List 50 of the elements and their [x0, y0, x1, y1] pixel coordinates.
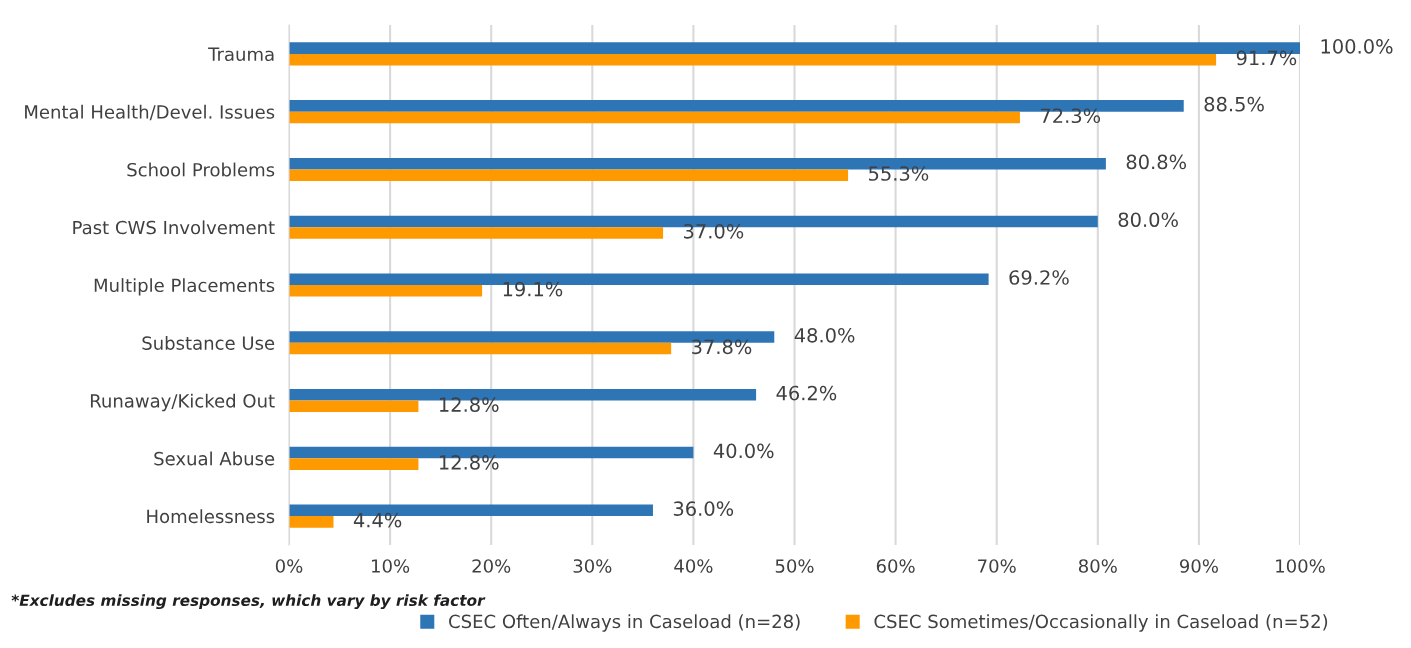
data-label: 72.3% — [1040, 108, 1101, 124]
bar — [289, 400, 419, 413]
data-label: 55.3% — [869, 166, 929, 181]
bar — [289, 516, 334, 528]
data-label: 69.2% — [1009, 270, 1069, 285]
text: *Excludes missing responses, which vary by risk factor — [11, 594, 486, 610]
data-label: 4.4% — [353, 512, 402, 528]
bar — [289, 458, 419, 470]
data-label: 19.1% — [503, 281, 563, 297]
x-tick-label: 20% — [472, 559, 511, 573]
data-label: 48.0% — [794, 327, 855, 343]
x-tick-label: 80% — [1078, 559, 1117, 573]
data-label: 36.0% — [673, 501, 734, 516]
bar — [289, 227, 664, 239]
data-label: 80.8% — [1126, 154, 1187, 170]
data-label: 37.8% — [692, 339, 752, 355]
y-tick-label: Trauma — [208, 47, 274, 62]
bar — [289, 53, 1217, 66]
data-label: 46.2% — [776, 385, 837, 401]
y-tick-label: School Problems — [127, 162, 275, 177]
y-tick-label: Homelessness — [147, 509, 275, 524]
bar — [289, 111, 1020, 124]
bar — [289, 285, 483, 297]
x-tick-label: 10% — [372, 559, 410, 573]
data-label: 91.7% — [1236, 50, 1297, 66]
data-label: 37.0% — [684, 223, 744, 239]
x-tick-label: 100% — [1276, 559, 1325, 573]
x-tick-label: 60% — [876, 559, 915, 573]
data-label: 100.0% — [1321, 39, 1393, 54]
y-tick-label: Past CWS Involvement — [73, 220, 275, 235]
data-label: 12.8% — [439, 455, 499, 470]
bar — [289, 342, 672, 355]
x-tick-label: 70% — [978, 559, 1016, 573]
y-tick-label: Runaway/Kicked Out — [90, 393, 275, 412]
legend-label: CSEC Sometimes/Occasionally in Caseload (n=52) — [874, 614, 1328, 632]
y-tick-label: Mental Health/Devel. Issues — [25, 104, 275, 121]
y-tick-label: Sexual Abuse — [154, 451, 275, 466]
x-tick-label: 90% — [1179, 559, 1218, 573]
x-tick-label: 0% — [275, 559, 303, 573]
legend-label: CSEC Often/Always in Caseload (n=28) — [449, 614, 800, 632]
data-label: 12.8% — [439, 397, 499, 412]
x-tick-label: 30% — [573, 559, 612, 573]
data-label: 88.5% — [1204, 96, 1264, 112]
x-tick-label: 40% — [674, 559, 713, 573]
y-tick-label: Multiple Placements — [94, 278, 275, 296]
y-tick-label: Substance Use — [142, 335, 275, 350]
x-tick-label: 50% — [775, 559, 814, 573]
bar — [289, 169, 849, 181]
data-label: 40.0% — [713, 443, 774, 459]
data-label: 80.0% — [1118, 212, 1178, 228]
